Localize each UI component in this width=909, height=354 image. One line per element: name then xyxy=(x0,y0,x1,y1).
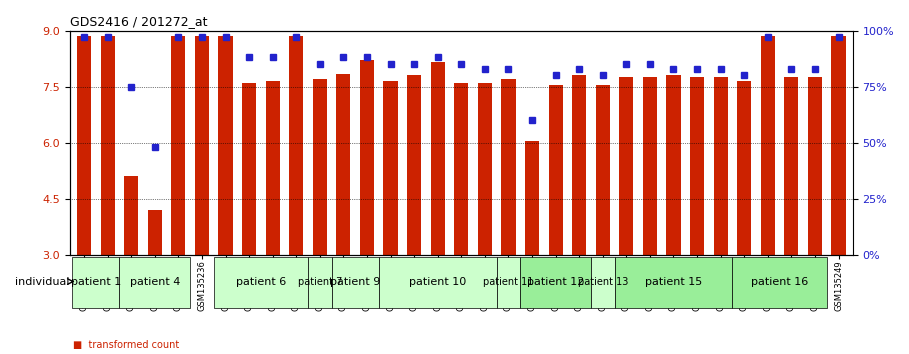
Bar xyxy=(407,75,421,255)
Text: patient 7: patient 7 xyxy=(297,276,342,286)
Bar xyxy=(548,85,563,255)
Bar xyxy=(101,36,115,255)
Bar xyxy=(666,75,681,255)
Bar xyxy=(454,83,468,255)
Text: patient 6: patient 6 xyxy=(235,276,286,286)
Bar xyxy=(478,83,492,255)
Bar xyxy=(595,85,610,255)
Text: patient 13: patient 13 xyxy=(577,276,628,286)
FancyBboxPatch shape xyxy=(591,257,614,308)
Bar xyxy=(784,77,798,255)
Bar xyxy=(737,81,751,255)
Text: patient 9: patient 9 xyxy=(330,276,380,286)
Bar xyxy=(289,36,304,255)
Bar xyxy=(832,36,845,255)
Bar xyxy=(77,36,91,255)
Bar xyxy=(360,61,375,255)
FancyBboxPatch shape xyxy=(520,257,591,308)
FancyBboxPatch shape xyxy=(214,257,308,308)
Bar xyxy=(761,36,774,255)
Bar xyxy=(336,74,351,255)
Bar xyxy=(195,36,209,255)
Bar xyxy=(125,176,138,255)
FancyBboxPatch shape xyxy=(614,257,733,308)
Bar xyxy=(171,36,185,255)
FancyBboxPatch shape xyxy=(119,257,190,308)
Bar xyxy=(431,62,445,255)
Bar xyxy=(502,79,515,255)
FancyBboxPatch shape xyxy=(733,257,826,308)
Text: patient 1: patient 1 xyxy=(71,276,121,286)
Bar xyxy=(808,77,822,255)
Text: individual: individual xyxy=(15,276,69,286)
Text: patient 11: patient 11 xyxy=(484,276,534,286)
Text: patient 10: patient 10 xyxy=(409,276,466,286)
Text: GDS2416 / 201272_at: GDS2416 / 201272_at xyxy=(70,15,207,28)
FancyBboxPatch shape xyxy=(73,257,119,308)
Bar xyxy=(148,210,162,255)
Bar xyxy=(313,79,327,255)
Text: patient 16: patient 16 xyxy=(751,276,808,286)
Text: ■  transformed count: ■ transformed count xyxy=(73,341,179,350)
Text: patient 4: patient 4 xyxy=(130,276,180,286)
Bar xyxy=(572,75,586,255)
Bar xyxy=(690,77,704,255)
Text: patient 12: patient 12 xyxy=(527,276,584,286)
FancyBboxPatch shape xyxy=(332,257,379,308)
Bar xyxy=(524,141,539,255)
Bar xyxy=(643,77,657,255)
Bar xyxy=(714,77,728,255)
Bar xyxy=(265,81,280,255)
FancyBboxPatch shape xyxy=(496,257,520,308)
Bar xyxy=(218,36,233,255)
Bar xyxy=(619,77,634,255)
FancyBboxPatch shape xyxy=(379,257,496,308)
Text: patient 15: patient 15 xyxy=(644,276,702,286)
Bar xyxy=(384,81,397,255)
FancyBboxPatch shape xyxy=(308,257,332,308)
Bar xyxy=(242,83,256,255)
